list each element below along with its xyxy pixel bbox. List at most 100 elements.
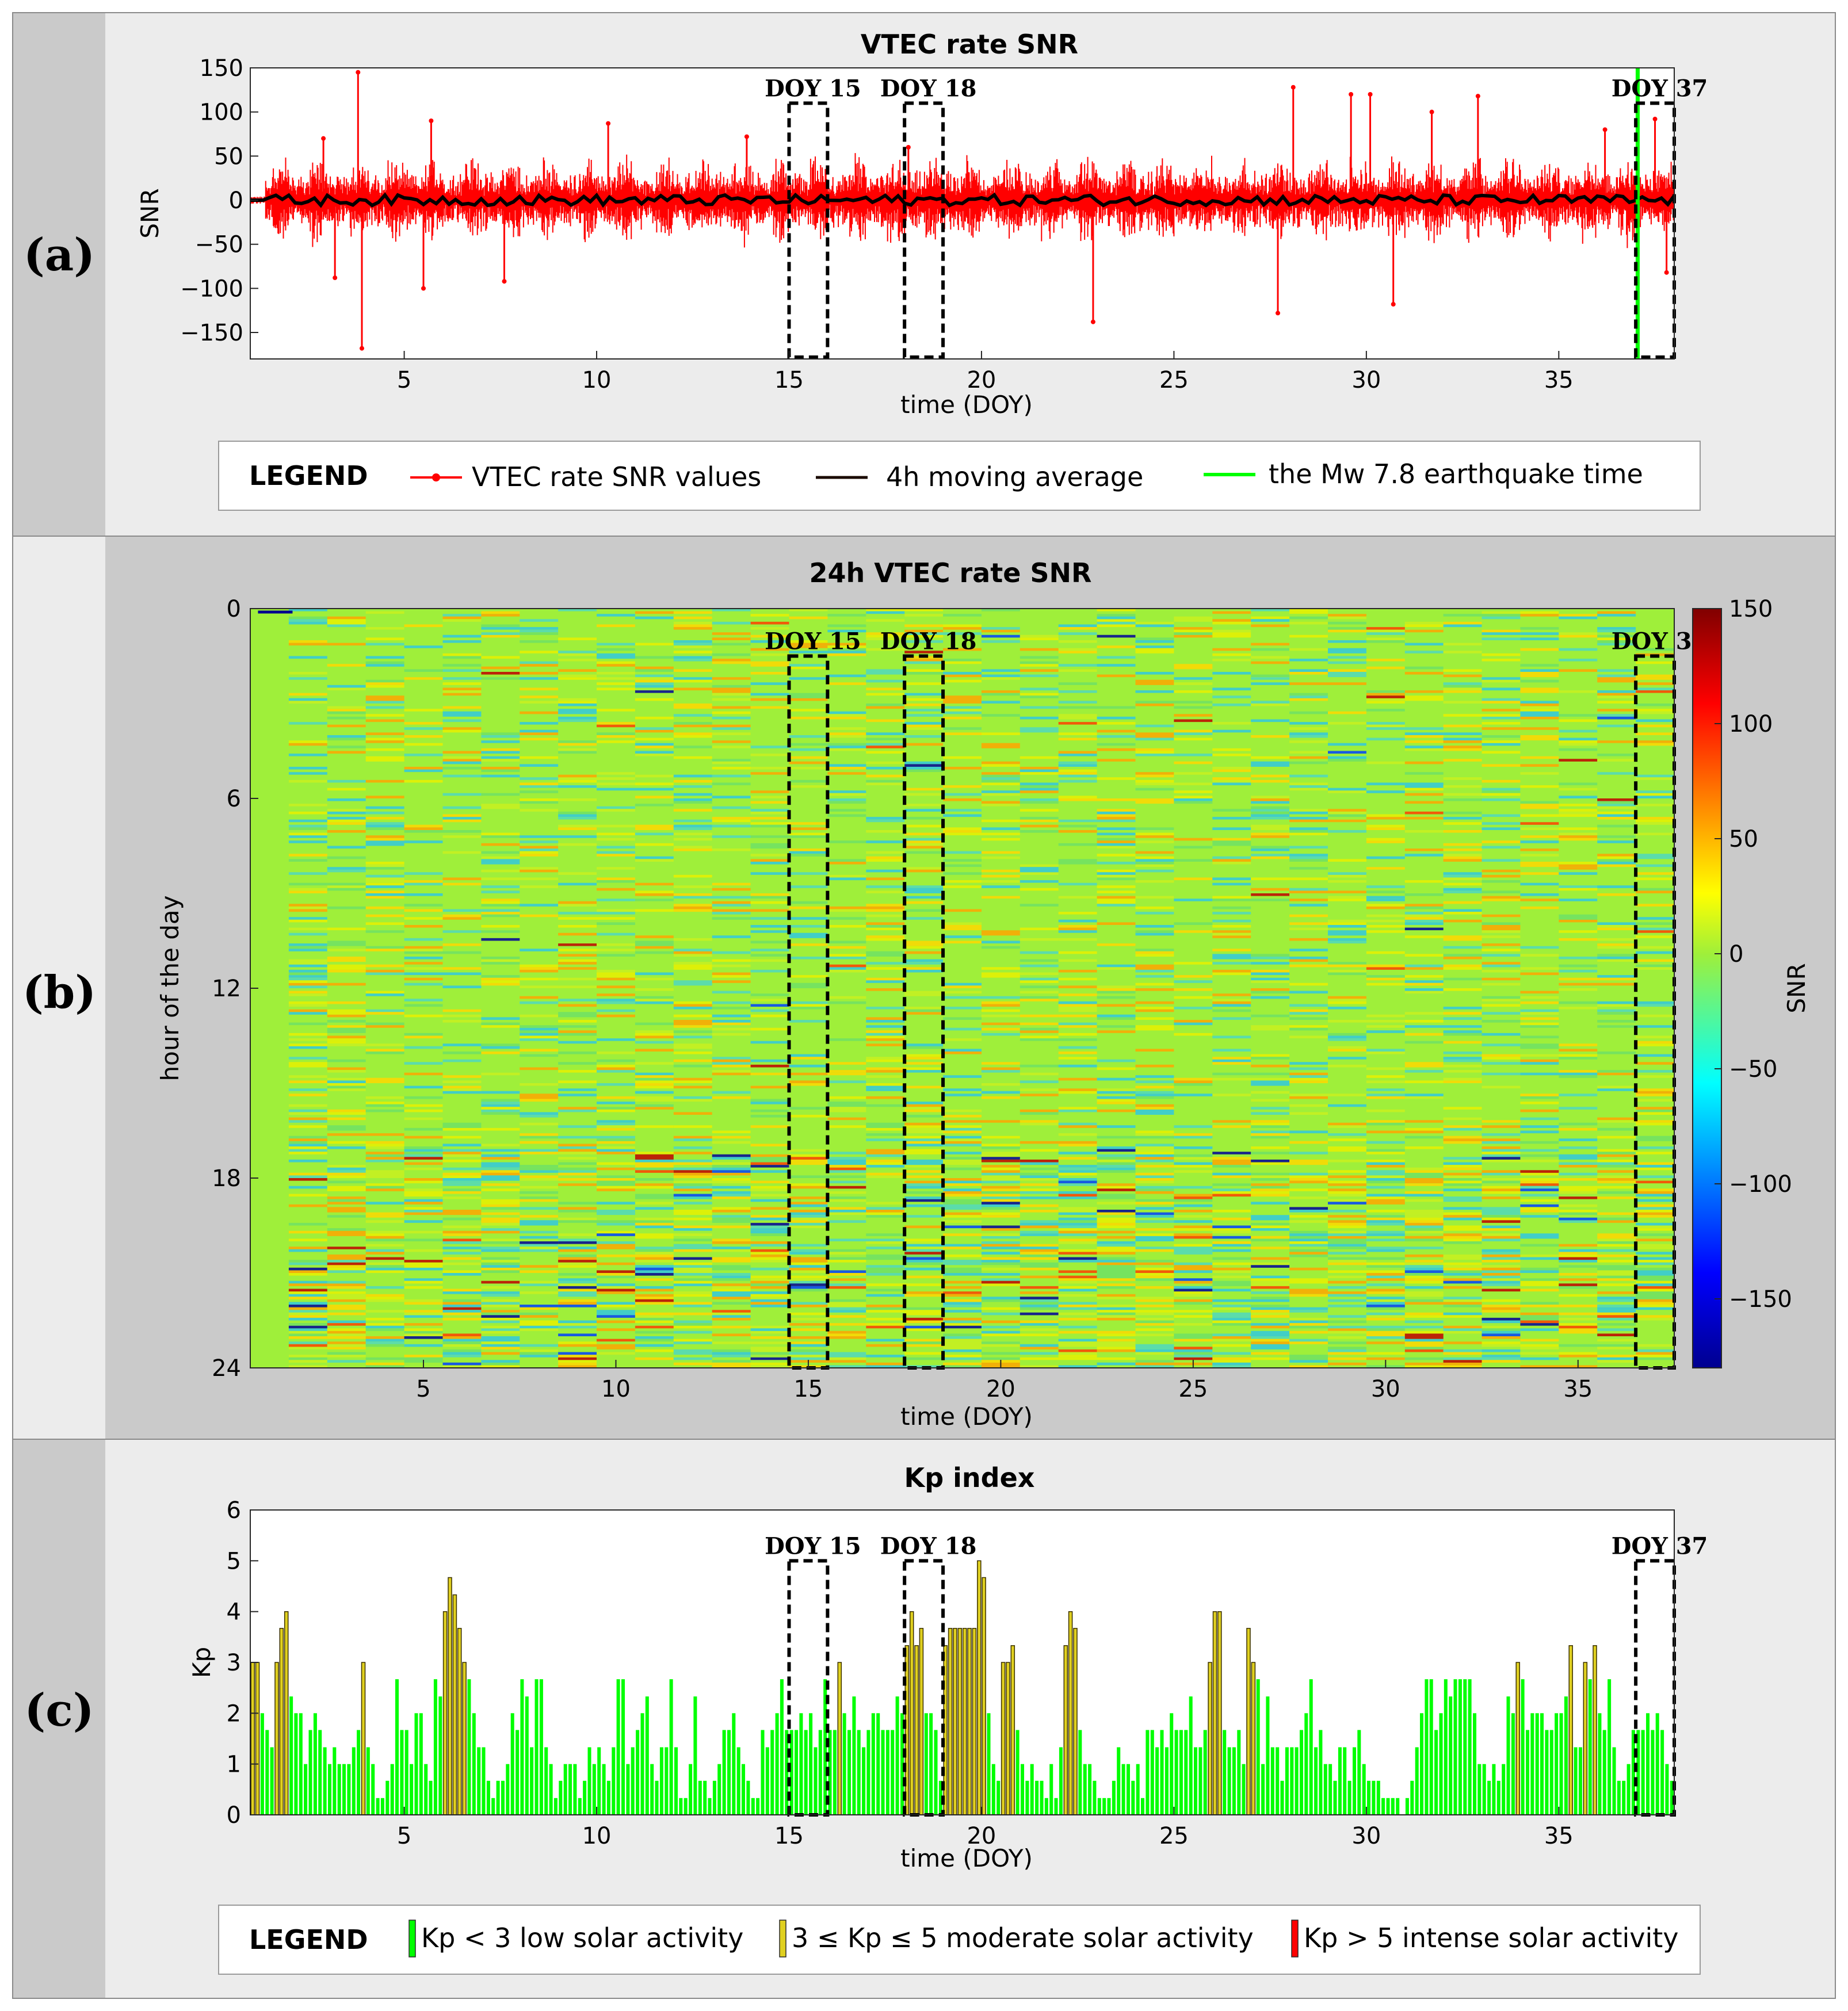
colorbar-tick-label: 0 (1729, 941, 1743, 968)
heatmap-cells-day-31 (1404, 1270, 1444, 1273)
snr-spike-marker (356, 70, 361, 75)
chart-b-ytick-label: 18 (212, 1165, 241, 1192)
heatmap-cells-day-19 (943, 709, 982, 1349)
kp-bar (452, 1594, 457, 1815)
kp-bar (1843, 1748, 1847, 1815)
heatmap-cells-day-34 (1520, 614, 1559, 1368)
kp-bar (885, 1730, 889, 1815)
kp-bar (655, 1780, 659, 1815)
heatmap-cells-day-33 (1482, 653, 1521, 1344)
kp-bar (260, 1713, 264, 1815)
kp-bar (361, 1662, 366, 1815)
kp-bar (703, 1780, 707, 1815)
kp-bar (265, 1730, 269, 1815)
kp-bar (1112, 1780, 1116, 1815)
kp-bar (948, 1628, 953, 1815)
legend-c-item-moderate: 3 ≤ Kp ≤ 5 moderate solar activity (792, 1922, 1254, 1953)
kp-bar (573, 1764, 577, 1815)
heatmap-cells-day-26 (1212, 629, 1251, 1342)
heatmap-cells-day-26 (1212, 769, 1251, 1360)
kp-bar (1295, 1747, 1299, 1815)
kp-bar (486, 1780, 490, 1815)
chart-a-box-label-doy-18: DOY 18 (880, 75, 977, 102)
heatmap-cells-day-19 (943, 627, 982, 1321)
heatmap-cells-day-5 (404, 1336, 443, 1339)
heatmap-cells-day-26 (1212, 1225, 1251, 1239)
heatmap-cells-day-14 (750, 627, 789, 1368)
kp-bar (323, 1747, 327, 1815)
heatmap-cells-day-4 (365, 1257, 404, 1260)
kp-bar (414, 1713, 418, 1815)
heatmap-cells-day-16 (827, 714, 866, 1360)
kp-bar (1117, 1747, 1121, 1815)
heatmap-cells-day-31 (1404, 927, 1444, 931)
kp-bar (1232, 1747, 1236, 1815)
kp-bar (429, 1780, 433, 1815)
heatmap-cells-day-22 (1058, 640, 1097, 1355)
heatmap-cells-day-37 (1636, 653, 1674, 1355)
legend-c-low-swatch (408, 1920, 416, 1958)
legend-a-snr-marker (432, 473, 440, 481)
kp-bar (967, 1628, 972, 1815)
heatmap-cells-day-36 (1597, 716, 1636, 720)
kp-bar (929, 1713, 933, 1815)
heatmap-cells-day-31 (1404, 624, 1444, 1368)
chart-c-box-label-doy-15: DOY 15 (765, 1532, 861, 1559)
kp-bar (895, 1696, 899, 1815)
kp-bar (1063, 1645, 1068, 1815)
heatmap-cells-day-3 (327, 685, 366, 1324)
colorbar-label: SNR (1782, 963, 1811, 1013)
chart-c-ytick-label: 4 (227, 1599, 241, 1626)
kp-bar (563, 1764, 567, 1815)
heatmap-cells-day-3 (327, 619, 366, 1331)
kp-bar (371, 1764, 375, 1815)
chart-a-box-label-doy-15: DOY 15 (765, 75, 861, 102)
kp-bar (1179, 1730, 1183, 1815)
kp-bar (1444, 1679, 1448, 1815)
kp-bar (770, 1730, 774, 1815)
kp-bar (1261, 1764, 1265, 1815)
heatmap-cells-day-16 (827, 645, 866, 1263)
chart-c-xtick-label: 20 (967, 1823, 996, 1849)
kp-bar (448, 1577, 452, 1815)
chart-b-box-label-doy-15: DOY 15 (765, 628, 861, 655)
heatmap-cells-day-4 (365, 611, 404, 1313)
chart-b-box-label-doy-18: DOY 18 (880, 628, 977, 655)
kp-bar (578, 1798, 582, 1815)
heatmap-cells-day-27 (1251, 619, 1290, 1349)
heatmap-cells-day-32 (1443, 1360, 1482, 1363)
kp-bar (891, 1730, 895, 1815)
heatmap-cells-day-3 (327, 1247, 366, 1266)
heatmap-cells-day-22 (1058, 627, 1097, 1334)
kp-bar (1323, 1764, 1327, 1815)
heatmap-cells-day-11 (635, 1267, 674, 1271)
chart-c-xtick-label: 10 (582, 1823, 612, 1849)
chart-a-ytick-label: 100 (200, 100, 243, 126)
heatmap-cells-day-37 (1636, 674, 1674, 1318)
kp-bar (1338, 1747, 1342, 1815)
kp-bar (1506, 1696, 1510, 1815)
kp-bar (1492, 1764, 1496, 1815)
legend-c-item-low: Kp < 3 low solar activity (421, 1922, 743, 1953)
heatmap-cells-day-12 (673, 1170, 712, 1173)
kp-bar (1146, 1730, 1150, 1815)
chart-c-ylabel: Kp (188, 1647, 216, 1678)
kp-bar (442, 1611, 448, 1815)
kp-bar (900, 1713, 904, 1815)
kp-bar (1458, 1679, 1462, 1815)
chart-b-title: 24h VTEC rate SNR (810, 557, 1092, 588)
panel-a-label-column (13, 13, 105, 536)
kp-bar (1357, 1730, 1361, 1815)
kp-bar (1598, 1713, 1602, 1815)
heatmap-cells-day-2 (288, 740, 327, 1294)
heatmap-cells-day-6 (442, 1307, 482, 1310)
kp-bar (328, 1764, 332, 1815)
chart-a-xtick-label: 35 (1544, 367, 1574, 393)
kp-bar (717, 1764, 721, 1815)
kp-bar (501, 1780, 505, 1815)
kp-bar (1651, 1730, 1655, 1815)
kp-bar (1078, 1730, 1082, 1815)
chart-b-ytick-label: 24 (212, 1355, 241, 1382)
heatmap-cells-day-19 (943, 672, 982, 1352)
